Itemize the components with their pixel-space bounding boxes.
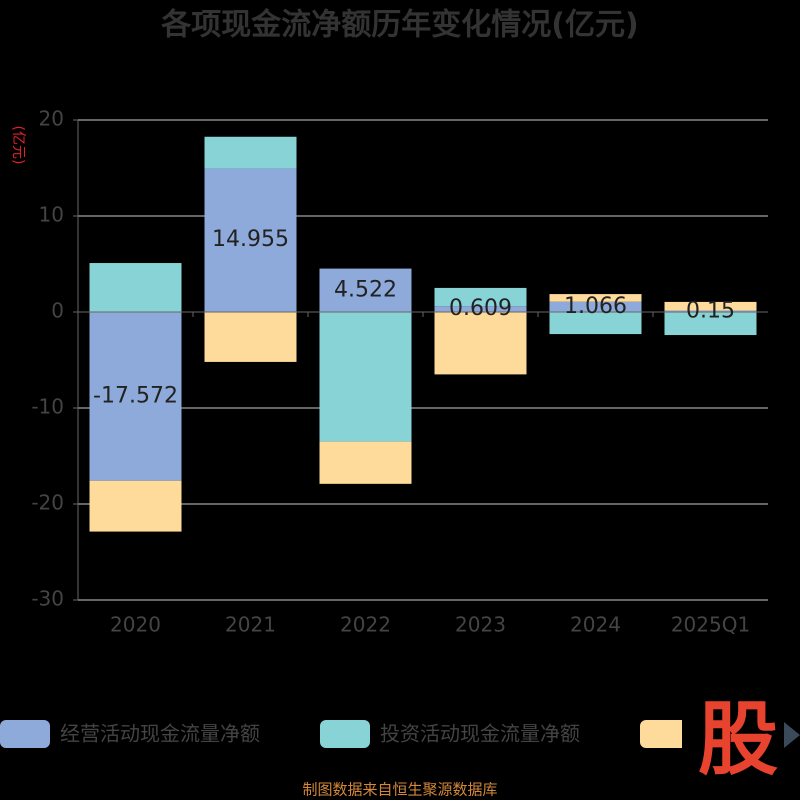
y-tick-label: -10: [31, 395, 64, 419]
data-label: 14.955: [212, 227, 289, 252]
y-tick-label: 20: [39, 107, 64, 131]
legend-swatch: [640, 720, 690, 748]
y-tick-label: 0: [51, 299, 64, 323]
bar: [549, 301, 642, 312]
data-label: 0.609: [449, 296, 512, 321]
bar: [204, 168, 297, 312]
data-label: 0.15: [686, 298, 735, 323]
bar: [89, 263, 182, 312]
x-tick-label: 2021: [225, 613, 276, 637]
bar: [434, 312, 527, 375]
bar: [549, 312, 642, 335]
bar: [89, 480, 182, 532]
bar: [319, 268, 412, 312]
bar: [664, 301, 757, 311]
legend-arrow: [784, 722, 800, 748]
bar: [664, 310, 757, 312]
bar: [434, 306, 527, 312]
x-tick-label: 2023: [455, 613, 506, 637]
bar: [319, 312, 412, 442]
data-label: 1.066: [564, 294, 627, 319]
footer: 制图数据来自恒生聚源数据库: [302, 781, 497, 799]
bar: [204, 136, 297, 169]
logo: 股: [698, 693, 778, 786]
y-axis-label: (亿元): [10, 126, 26, 165]
x-tick-label: 2020: [110, 613, 161, 637]
x-tick-label: 2024: [570, 613, 621, 637]
legend-swatch: [0, 720, 50, 748]
chart-title: 各项现金流净额历年变化情况(亿元): [160, 8, 638, 43]
y-tick-label: 10: [39, 203, 64, 227]
y-tick-label: -20: [31, 491, 64, 515]
legend-label: 经营活动现金流量净额: [60, 722, 260, 746]
data-label: -17.572: [93, 383, 178, 408]
bar: [549, 294, 642, 302]
bar: [89, 312, 182, 481]
logo-bg: [682, 700, 800, 785]
legend-label: 投资活动现金流量净额: [380, 722, 580, 746]
legend-swatch: [320, 720, 370, 748]
bar: [434, 287, 527, 307]
data-label: 4.522: [334, 277, 397, 302]
bar: [204, 312, 297, 362]
y-tick-label: -30: [31, 587, 64, 611]
x-tick-label: 2025Q1: [671, 613, 750, 637]
bar: [664, 312, 757, 336]
x-tick-label: 2022: [340, 613, 391, 637]
bar: [319, 441, 412, 484]
